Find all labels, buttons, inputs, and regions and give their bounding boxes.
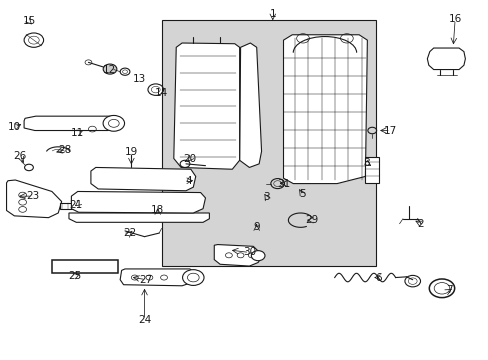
Circle shape	[251, 251, 264, 261]
Text: 1: 1	[269, 9, 276, 19]
Text: 13: 13	[133, 74, 146, 84]
Polygon shape	[91, 167, 195, 191]
Bar	[365, 157, 378, 183]
Polygon shape	[24, 116, 122, 131]
Text: 6: 6	[374, 273, 381, 283]
Polygon shape	[214, 244, 261, 266]
Text: 19: 19	[124, 147, 138, 157]
Text: 20: 20	[183, 154, 196, 164]
Text: 18: 18	[151, 206, 164, 216]
Text: 10: 10	[8, 122, 21, 132]
Text: 2: 2	[417, 219, 424, 229]
Polygon shape	[120, 269, 196, 286]
Polygon shape	[283, 35, 366, 184]
Text: 3: 3	[263, 192, 269, 202]
Text: 8: 8	[363, 158, 369, 168]
Circle shape	[182, 270, 203, 285]
Text: 9: 9	[253, 222, 260, 232]
Circle shape	[103, 64, 117, 74]
Text: 17: 17	[384, 126, 397, 135]
Text: 22: 22	[123, 228, 136, 238]
Text: 21: 21	[69, 200, 83, 210]
Text: 11: 11	[71, 128, 84, 138]
Text: 12: 12	[102, 64, 115, 75]
Bar	[60, 203, 90, 210]
Polygon shape	[239, 43, 261, 167]
Text: 30: 30	[243, 247, 255, 257]
Bar	[161, 21, 375, 266]
Text: 16: 16	[447, 14, 461, 24]
Text: 7: 7	[445, 285, 452, 296]
Text: 25: 25	[68, 271, 81, 281]
Text: 4: 4	[185, 176, 191, 186]
Polygon shape	[173, 43, 239, 169]
Text: 23: 23	[26, 191, 39, 201]
Text: 15: 15	[22, 17, 36, 27]
Text: 28: 28	[58, 144, 72, 154]
Text: 24: 24	[138, 315, 151, 325]
Text: 14: 14	[155, 88, 168, 98]
Text: 29: 29	[305, 215, 318, 225]
Polygon shape	[71, 192, 205, 213]
Bar	[52, 260, 118, 273]
Text: 27: 27	[139, 275, 152, 285]
Polygon shape	[69, 213, 209, 222]
Text: 31: 31	[276, 179, 289, 189]
Text: 5: 5	[298, 189, 305, 199]
Polygon shape	[427, 48, 465, 69]
Text: 26: 26	[14, 150, 27, 161]
Circle shape	[103, 116, 124, 131]
Polygon shape	[6, 180, 61, 218]
